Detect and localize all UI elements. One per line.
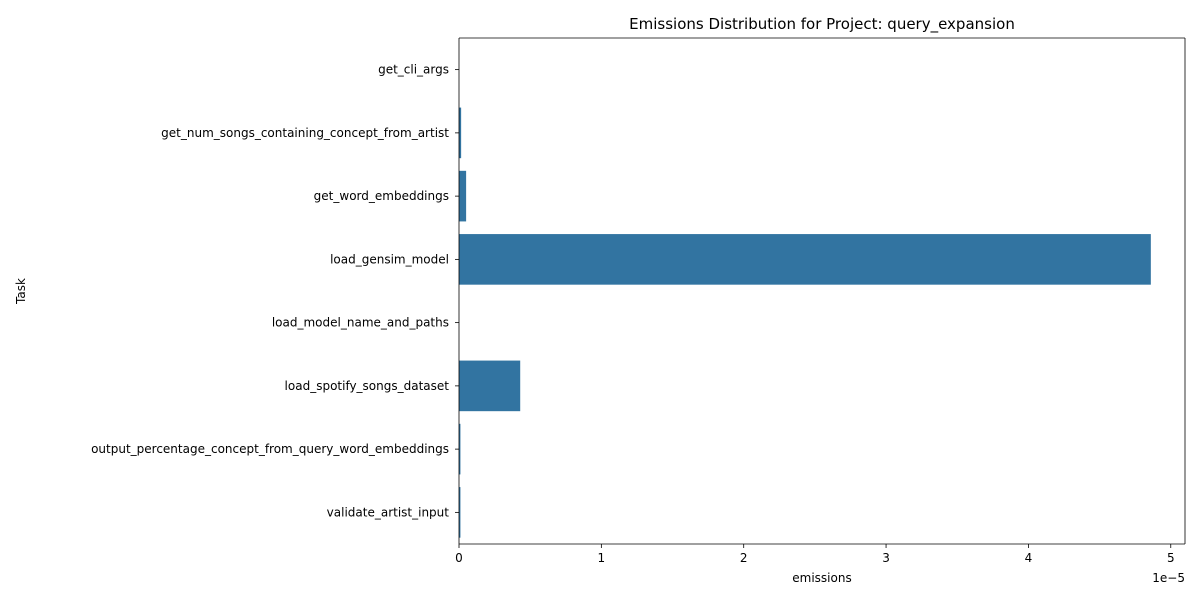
y-tick-label: load_gensim_model <box>330 252 449 266</box>
bar <box>459 234 1151 285</box>
x-tick-label: 4 <box>1025 551 1033 565</box>
bar <box>459 170 467 222</box>
bar <box>459 360 521 412</box>
y-axis-title: Task <box>14 278 28 305</box>
x-axis-offset-label: 1e−5 <box>1152 571 1185 585</box>
bars-group <box>459 107 1151 538</box>
bar <box>459 487 461 538</box>
y-tick-label: get_cli_args <box>378 63 449 77</box>
y-tick-label: get_word_embeddings <box>314 189 449 203</box>
y-tick-label: load_spotify_songs_dataset <box>285 379 450 393</box>
bar <box>459 423 461 475</box>
axes-frame <box>458 37 1186 545</box>
y-axis-ticks: get_cli_args get_num_songs_containing_con… <box>91 63 459 519</box>
y-tick-label: output_percentage_concept_from_query_wor… <box>91 442 449 456</box>
x-tick-label: 0 <box>455 551 463 565</box>
x-axis-ticks: 0 1 2 3 4 5 <box>455 544 1175 565</box>
chart-title: Emissions Distribution for Project: quer… <box>629 15 1015 34</box>
x-tick-label: 1 <box>598 551 606 565</box>
x-tick-label: 3 <box>882 551 890 565</box>
y-tick-label: validate_artist_input <box>327 505 450 519</box>
x-axis-title: emissions <box>792 571 851 585</box>
x-tick-label: 5 <box>1167 551 1175 565</box>
y-tick-label: get_num_songs_containing_concept_from_ar… <box>161 126 449 140</box>
bar <box>459 107 462 159</box>
x-tick-label: 2 <box>740 551 748 565</box>
y-tick-label: load_model_name_and_paths <box>272 316 449 330</box>
